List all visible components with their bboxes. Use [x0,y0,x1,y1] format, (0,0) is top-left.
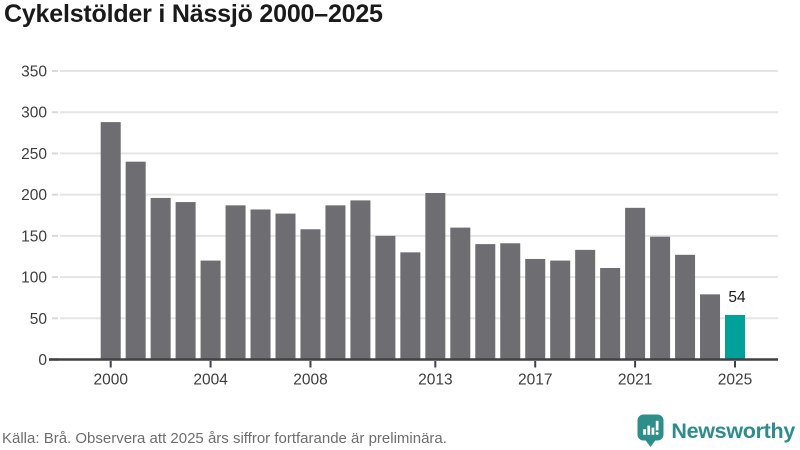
y-axis-label-100: 100 [21,270,47,287]
bar-2003 [175,202,196,360]
bar-2004 [200,260,221,360]
highlight-value-label: 54 [728,289,746,306]
bar-2001 [125,161,146,360]
newsworthy-logo: Newsworthy [636,413,795,448]
y-axis-label-50: 50 [30,311,48,328]
newsworthy-bar-chart-bubble-icon [637,414,664,447]
y-axis-label-0: 0 [38,352,47,369]
bar-2011 [375,235,396,360]
bar-2015 [475,244,496,360]
x-axis-label-2008: 2008 [293,372,327,389]
bar-2022 [650,236,671,360]
bar-2005 [225,205,246,360]
bar-2017 [525,258,546,360]
bar-2008 [300,229,321,360]
x-axis-label-2021: 2021 [618,372,652,389]
chart-title: Cykelstölder i Nässjö 2000–2025 [4,0,383,28]
bar-2019 [575,249,596,360]
y-axis-label-350: 350 [21,64,47,81]
bar-2007 [275,213,296,360]
source-note: Källa: Brå. Observera att 2025 års siffr… [2,430,447,447]
bar-2018 [550,260,571,360]
bar-2000 [100,122,121,360]
bar-2002 [150,197,171,360]
bar-2012 [400,252,421,360]
x-axis-label-2013: 2013 [418,372,452,389]
bar-2013 [425,192,446,360]
y-axis-label-200: 200 [21,187,47,204]
bar-2021 [625,207,646,360]
bar-chart: 0 50 100 150 200 250 300 350 2000 2004 2008 2013 201… [21,64,778,389]
bar-2016 [500,243,521,360]
x-axis-label-2004: 2004 [193,372,228,389]
bar-2010 [350,200,371,360]
x-axis-label-2000: 2000 [93,372,128,389]
x-axis-label-2017: 2017 [518,372,552,389]
newsworthy-wordmark: Newsworthy [671,418,795,443]
y-axis-label-150: 150 [21,228,47,245]
bar-2025 [725,314,745,360]
bar-2006 [250,209,271,360]
bar-2023 [675,254,696,360]
y-axis-label-250: 250 [21,146,47,163]
bar-2024 [700,294,721,360]
bar-2009 [325,205,346,360]
x-axis-label-2025: 2025 [718,372,752,389]
bar-2014 [450,227,471,360]
bar-2020 [600,268,621,360]
footer: Källa: Brå. Observera att 2025 års siffr… [0,414,800,450]
y-axis-label-300: 300 [21,105,47,122]
